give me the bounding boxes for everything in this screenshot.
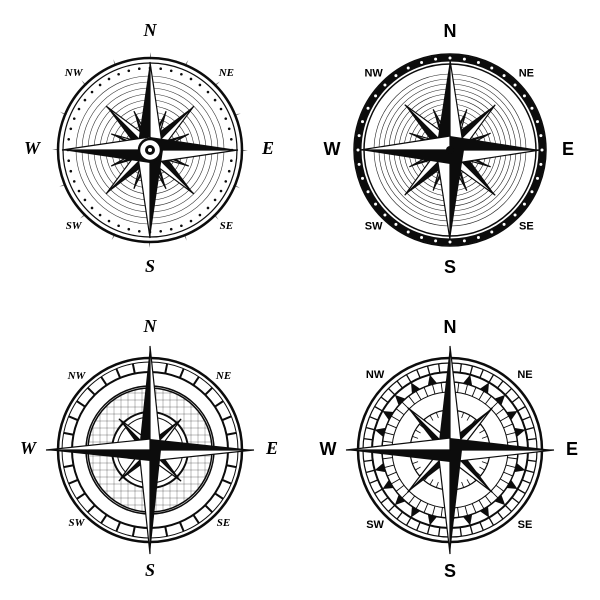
intercardinal-label: SE — [519, 220, 534, 232]
cardinal-label: S — [145, 256, 155, 276]
cardinal-label: S — [444, 561, 456, 581]
intercardinal-label: NE — [519, 68, 534, 80]
intercardinal-label: SE — [217, 517, 230, 529]
cardinal-label: S — [444, 257, 456, 277]
cardinal-label: E — [261, 138, 274, 158]
cell-bl: NESWNESESWNW — [0, 300, 300, 600]
cardinal-label: W — [24, 138, 42, 158]
cell-tl: NESWNESESWNW — [0, 0, 300, 300]
compass-grid: NESWNESESWNW NESWNESESWNW NESWNESESWNW N… — [0, 0, 600, 600]
cardinal-label: N — [143, 316, 158, 336]
intercardinal-label: SW — [366, 519, 384, 531]
cardinal-label: W — [324, 139, 341, 159]
cardinal-label: W — [320, 439, 337, 459]
intercardinal-label: NE — [218, 67, 234, 79]
cardinal-label: S — [145, 560, 155, 580]
compass-bl: NESWNESESWNW — [10, 310, 290, 590]
cardinal-label: N — [444, 317, 457, 337]
cell-tr: NESWNESESWNW — [300, 0, 600, 300]
intercardinal-label: SW — [69, 517, 86, 529]
intercardinal-label: NE — [215, 370, 231, 382]
intercardinal-label: SW — [365, 220, 383, 232]
cardinal-label: E — [562, 139, 574, 159]
intercardinal-label: NW — [366, 369, 385, 381]
intercardinal-label: NE — [517, 369, 532, 381]
cardinal-label: N — [143, 20, 158, 40]
cardinal-label: N — [444, 21, 457, 41]
compass-br: NESWNESESWNW — [310, 310, 590, 590]
cardinal-label: E — [265, 438, 278, 458]
intercardinal-label: SE — [220, 220, 233, 232]
intercardinal-label: SE — [518, 519, 533, 531]
compass-tl: NESWNESESWNW — [10, 10, 290, 290]
intercardinal-label: NW — [67, 370, 87, 382]
cell-br: NESWNESESWNW — [300, 300, 600, 600]
intercardinal-label: NW — [364, 68, 383, 80]
compass-tr: NESWNESESWNW — [310, 10, 590, 290]
cardinal-label: E — [566, 439, 578, 459]
intercardinal-label: SW — [66, 220, 83, 232]
cardinal-label: W — [20, 438, 38, 458]
intercardinal-label: NW — [64, 67, 84, 79]
